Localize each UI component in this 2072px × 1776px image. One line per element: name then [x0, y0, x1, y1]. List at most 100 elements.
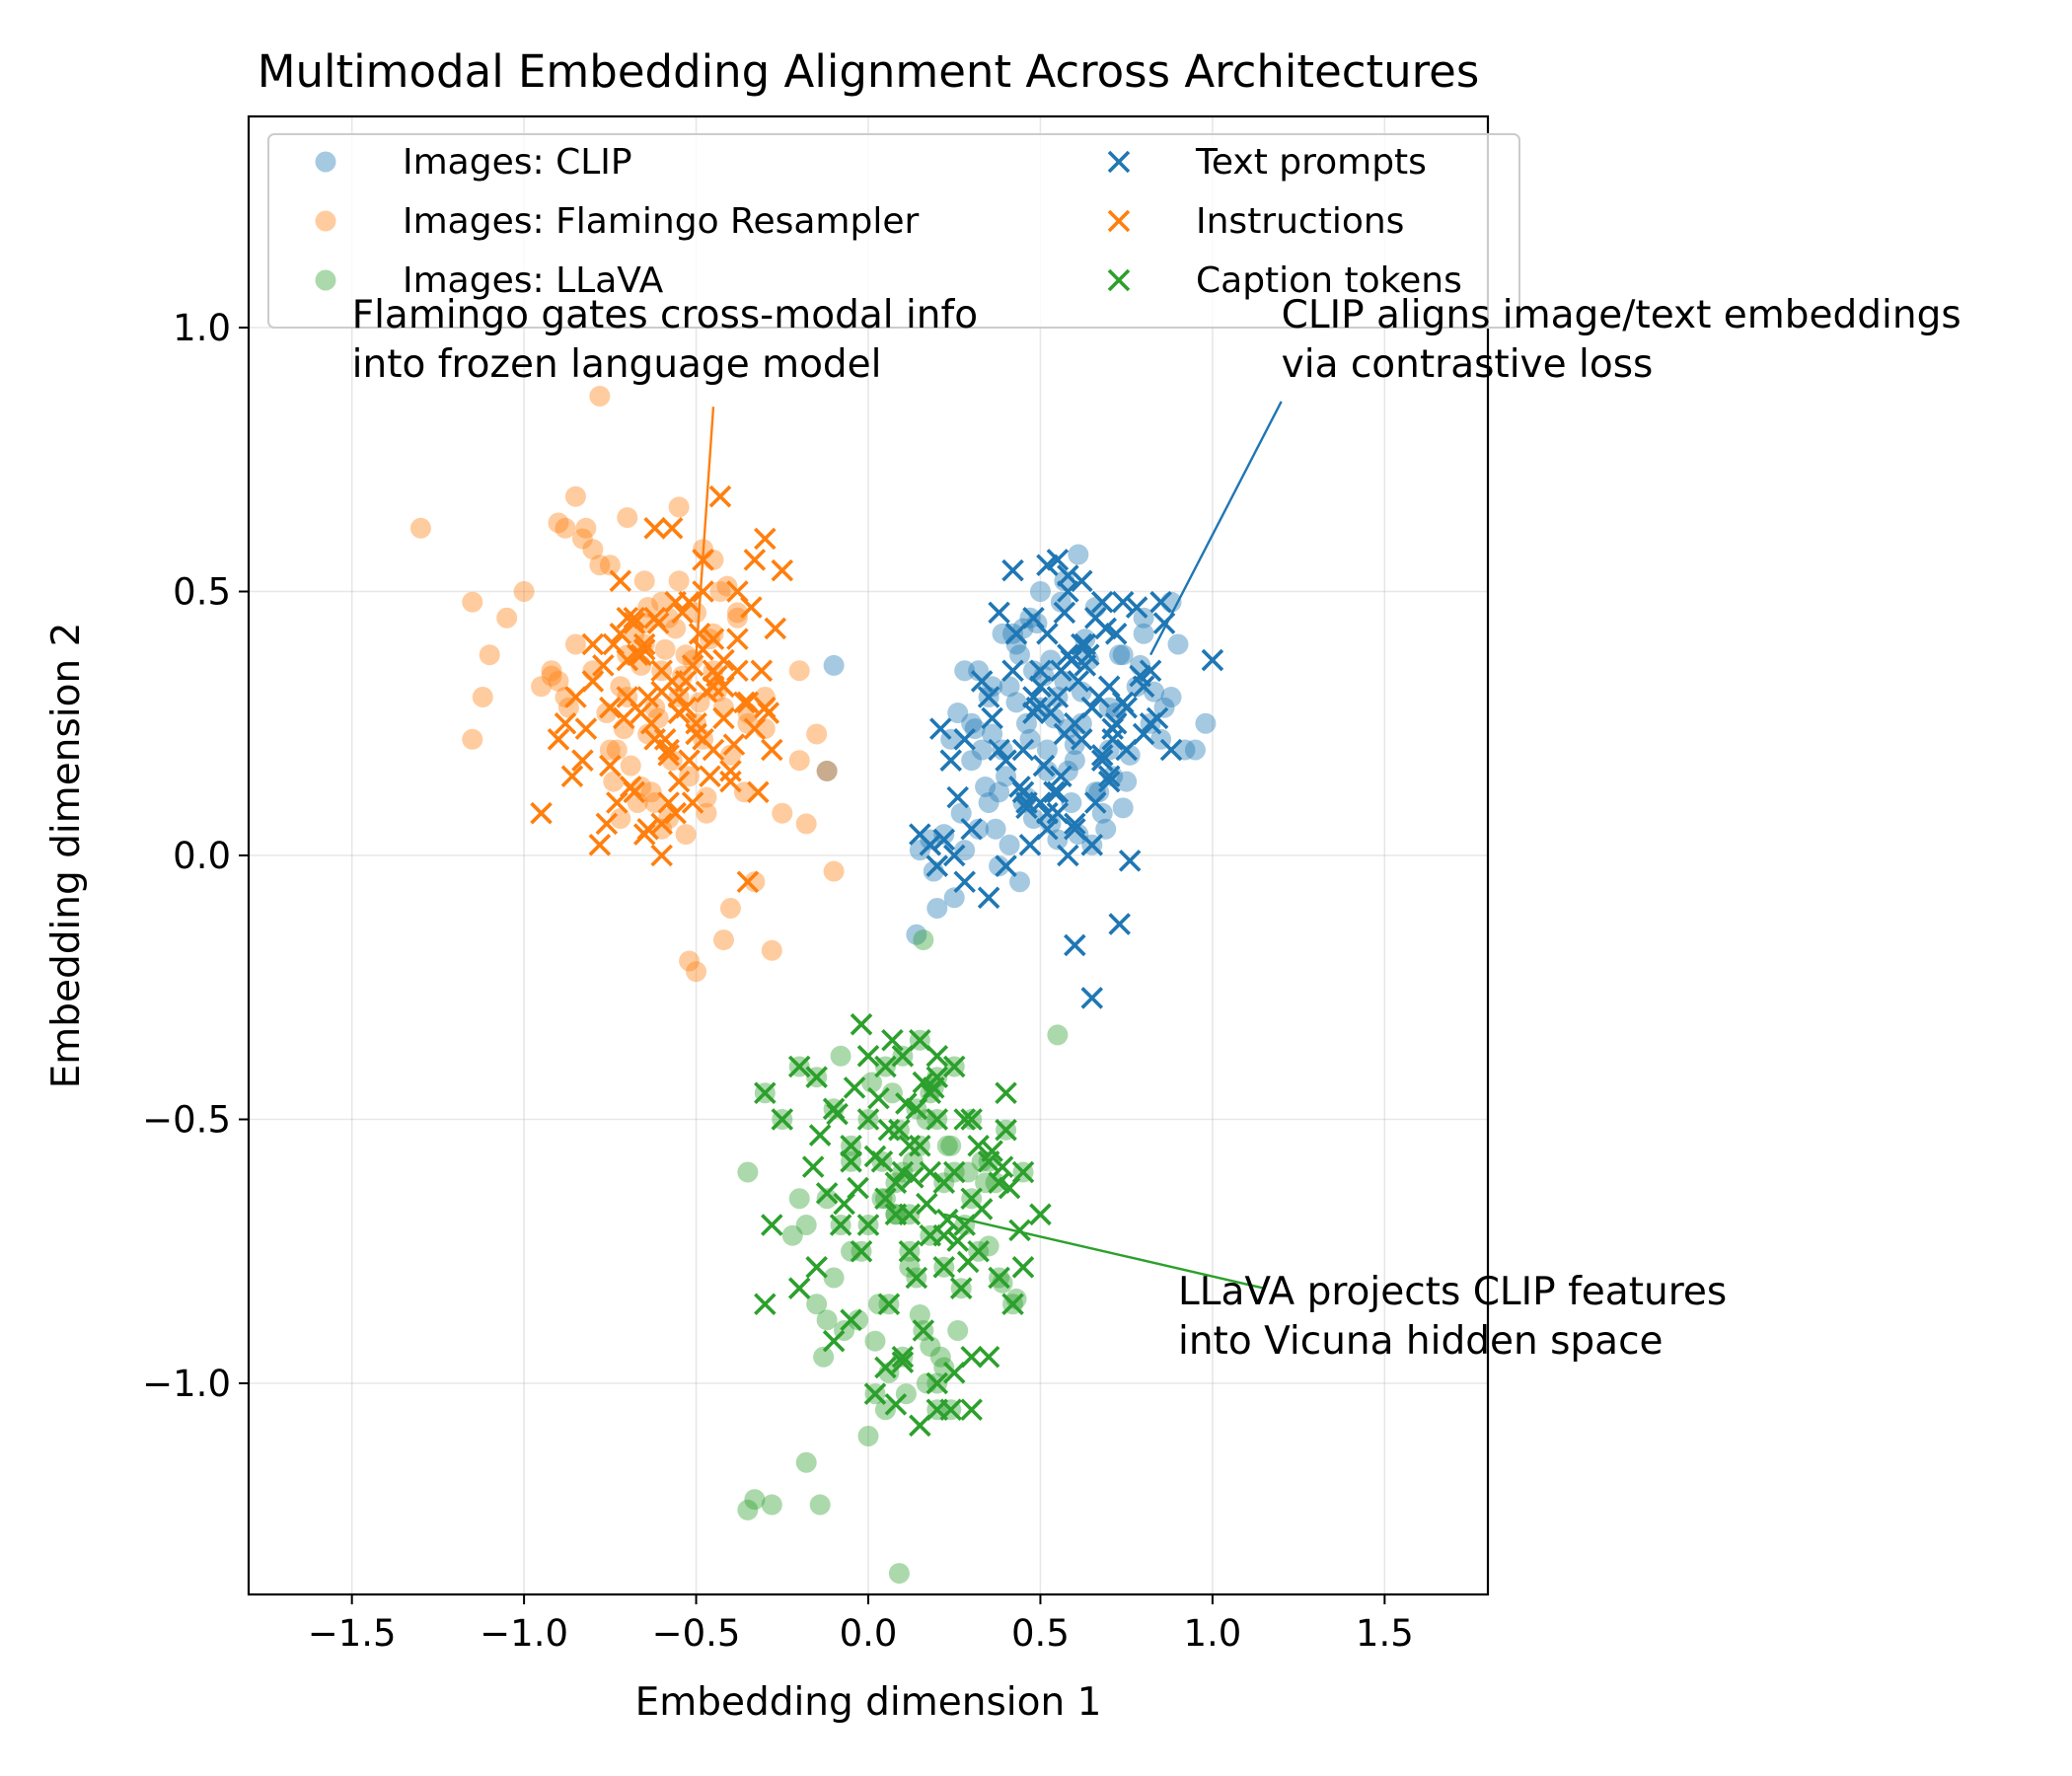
point-text-prompts-stroke [960, 817, 983, 841]
point-images-flamingo-resampler [627, 792, 648, 813]
point-text-prompts-stroke [1125, 596, 1148, 619]
point-instructions-stroke [740, 596, 763, 619]
point-images-clip [1184, 739, 1206, 761]
point-caption-tokens-stroke [981, 1140, 1003, 1162]
point-instructions-stroke [685, 711, 707, 735]
point-caption-tokens-stroke [998, 1176, 1021, 1200]
point-instructions-stroke [667, 702, 691, 724]
point-images-llava [978, 1235, 999, 1257]
point-text-prompts [1201, 648, 1224, 672]
point-instructions-stroke [560, 765, 584, 788]
point-images-clip [992, 739, 1013, 761]
point-instructions-stroke [599, 696, 622, 719]
point-images-clip [968, 660, 990, 682]
annotation-text-2-line2: via contrastive loss [1282, 342, 1654, 387]
point-caption-tokens-stroke [905, 1097, 928, 1121]
point-instructions [609, 569, 632, 593]
point-caption-tokens [840, 1134, 862, 1157]
point-caption-tokens-stroke [888, 1118, 911, 1142]
point-instructions-stroke [726, 628, 749, 650]
point-images-clip [1133, 623, 1154, 644]
point-instructions [564, 686, 587, 708]
point-caption-tokens-stroke [840, 1150, 862, 1173]
point-instructions-stroke [609, 569, 632, 593]
point-caption-tokens [916, 1192, 938, 1216]
point-caption-tokens-stroke [953, 1108, 976, 1131]
point-text-prompts [1046, 780, 1070, 804]
point-images-llava [737, 1161, 759, 1183]
point-caption-tokens [995, 1081, 1017, 1105]
point-images-clip [947, 703, 969, 724]
point-caption-tokens-stroke [935, 1208, 959, 1231]
point-caption-tokens-stroke [946, 1229, 969, 1252]
point-instructions [722, 733, 746, 756]
point-instructions [702, 675, 725, 699]
point-caption-tokens [867, 1086, 890, 1110]
point-images-flamingo-resampler [582, 539, 604, 560]
point-caption-tokens-stroke [919, 1160, 942, 1184]
point-images-flamingo-resampler [462, 728, 483, 750]
point-text-prompts-stroke [995, 854, 1017, 877]
point-instructions [740, 596, 763, 619]
point-instructions [674, 670, 698, 693]
point-instructions [667, 770, 691, 793]
point-images-llava [795, 1215, 817, 1235]
point-text-prompts-stroke [1073, 654, 1097, 677]
point-caption-tokens [909, 1134, 931, 1157]
point-text-prompts-stroke [942, 844, 966, 867]
point-caption-tokens [925, 1045, 949, 1068]
point-caption-tokens-stroke [805, 1066, 828, 1088]
point-instructions-stroke [616, 686, 639, 708]
point-text-prompts [1080, 987, 1104, 1009]
point-instructions [547, 728, 570, 751]
point-instructions-stroke [592, 654, 615, 677]
point-images-llava [913, 929, 934, 951]
point-caption-tokens-stroke [960, 1345, 983, 1369]
data-points [409, 386, 1224, 1585]
point-instructions-stroke [571, 749, 594, 772]
point-text-prompts [953, 728, 976, 751]
point-instructions-stroke [726, 659, 749, 683]
point-instructions [712, 648, 735, 672]
point-caption-tokens-stroke [909, 1028, 931, 1052]
point-text-prompts [1043, 780, 1066, 804]
point-text-prompts [1018, 834, 1042, 856]
point-text-prompts-stroke [925, 854, 949, 877]
point-images-clip [989, 855, 1010, 877]
point-caption-tokens [761, 1214, 783, 1236]
point-instructions-stroke [722, 733, 746, 756]
point-text-prompts-stroke [1057, 580, 1079, 603]
point-instructions [754, 527, 777, 551]
point-text-prompts-stroke [1001, 659, 1024, 683]
point-text-prompts-stroke [1001, 558, 1024, 582]
point-text-prompts-stroke [1129, 664, 1151, 688]
point-text-prompts-stroke [1046, 780, 1070, 804]
point-instructions [685, 711, 707, 735]
point-instructions-stroke [643, 728, 666, 751]
point-caption-tokens [840, 1150, 862, 1173]
point-images-clip [816, 760, 838, 781]
point-text-prompts [1132, 722, 1155, 746]
point-text-prompts [1029, 675, 1052, 699]
point-text-prompts-stroke [939, 749, 963, 772]
point-caption-tokens-stroke [932, 1171, 956, 1194]
point-text-prompts-stroke [1080, 696, 1104, 719]
series-caption-tokens [754, 1012, 1052, 1438]
x-tick-label: −0.5 [652, 1612, 741, 1655]
point-text-prompts-stroke [1101, 728, 1124, 751]
point-caption-tokens-stroke [822, 1329, 846, 1353]
point-caption-tokens-stroke [925, 1398, 949, 1422]
point-text-prompts-stroke [1159, 738, 1183, 762]
point-text-prompts [925, 854, 949, 877]
point-images-clip [1068, 544, 1089, 565]
point-text-prompts [1101, 717, 1124, 740]
point-instructions-stroke [712, 648, 735, 672]
x-tick-label: 1.0 [1183, 1612, 1241, 1655]
point-instructions [650, 680, 673, 703]
legend-marker-text-prompts-stroke [1107, 150, 1131, 174]
point-instructions [650, 844, 673, 867]
point-caption-tokens-stroke [995, 1081, 1017, 1105]
point-caption-tokens [822, 1329, 846, 1353]
x-tick-label: −1.5 [308, 1612, 397, 1655]
